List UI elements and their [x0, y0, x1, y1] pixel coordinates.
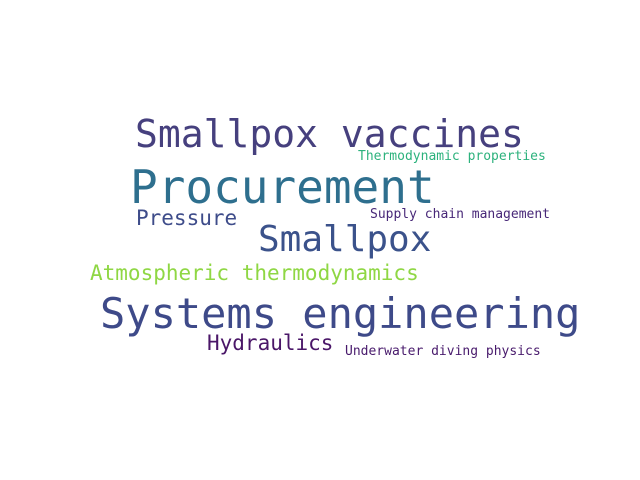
word-pressure: Pressure: [136, 206, 238, 230]
word-smallpox-vaccines: Smallpox vaccines: [135, 112, 524, 156]
word-hydraulics: Hydraulics: [207, 331, 334, 355]
word-procurement: Procurement: [130, 160, 435, 214]
word-atmospheric-thermodynamics: Atmospheric thermodynamics: [90, 261, 419, 285]
word-smallpox: Smallpox: [258, 219, 432, 260]
word-thermodynamic-properties: Thermodynamic properties: [358, 149, 546, 164]
word-supply-chain-management: Supply chain management: [370, 207, 551, 222]
word-underwater-diving-physics: Underwater diving physics: [345, 344, 541, 359]
word-systems-engineering: Systems engineering: [100, 289, 581, 338]
